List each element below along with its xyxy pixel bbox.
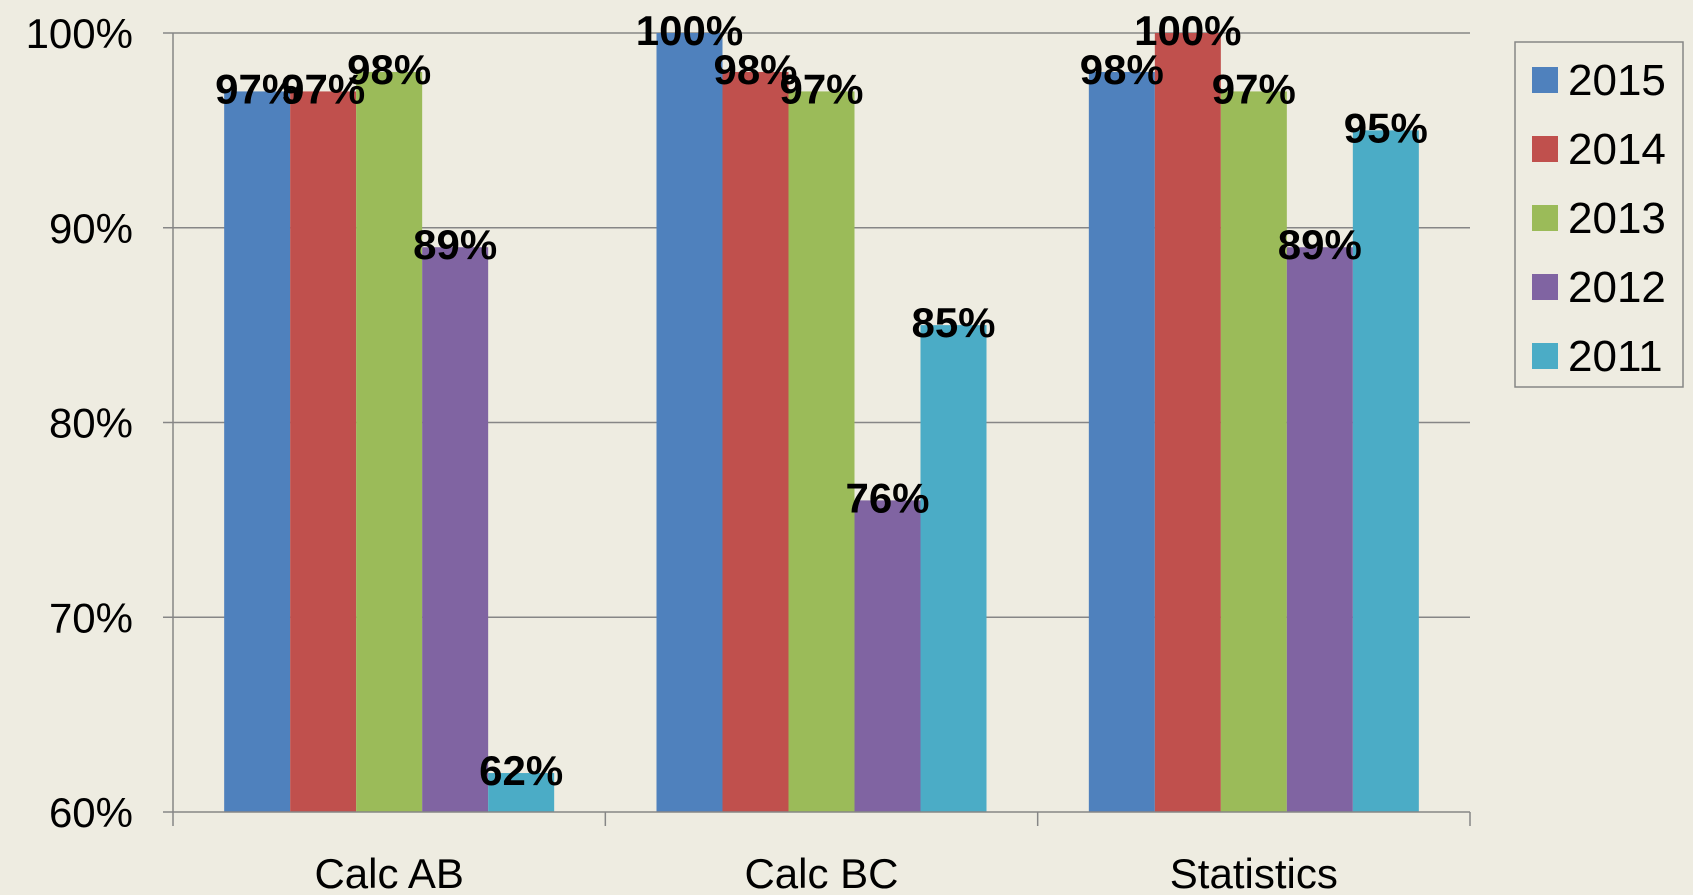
bar-2011-1 (920, 325, 987, 812)
bar-2012-0 (422, 247, 489, 813)
legend: 2015 2014 2013 2012 2011 (1514, 41, 1684, 388)
legend-label: 2011 (1568, 332, 1663, 381)
data-label: 89% (1278, 221, 1362, 268)
bar-2012-1 (854, 500, 921, 812)
data-label: 97% (779, 65, 863, 112)
y-tick-label: 100% (26, 10, 133, 57)
data-label: 85% (911, 299, 995, 346)
legend-swatch (1532, 67, 1558, 93)
data-label: 98% (347, 46, 431, 93)
y-tick-label: 80% (49, 400, 133, 447)
legend-box (1514, 41, 1684, 388)
bars (224, 33, 1419, 813)
y-axis-ticks: 60% 70% 80% 90% 100% (26, 10, 173, 836)
legend-label: 2012 (1568, 263, 1666, 312)
bar-2013-1 (788, 91, 855, 813)
data-label: 89% (413, 221, 497, 268)
y-tick-label: 60% (49, 789, 133, 836)
x-category-label: Statistics (1170, 850, 1338, 895)
bar-2013-2 (1220, 91, 1287, 813)
data-label: 95% (1344, 104, 1428, 151)
data-label: 100% (1134, 7, 1241, 54)
data-label: 97% (215, 65, 299, 112)
x-category-label: Calc AB (314, 850, 463, 895)
data-label: 62% (479, 747, 563, 794)
data-labels: 97%100%98%97% 98%100%98% 97% 97%89%76%89%62… (215, 7, 1428, 794)
legend-swatch (1532, 136, 1558, 162)
bar-2015-1 (656, 33, 723, 812)
bar-2013-0 (356, 71, 423, 812)
data-label: 97% (281, 65, 365, 112)
legend-label: 2015 (1568, 56, 1666, 105)
x-category-label: Calc BC (744, 850, 898, 895)
data-label: 98% (713, 46, 797, 93)
data-label: 98% (1080, 46, 1164, 93)
legend-swatch (1532, 343, 1558, 369)
legend-label: 2013 (1568, 194, 1666, 243)
bar-2011-0 (488, 773, 555, 812)
y-tick-label: 70% (49, 594, 133, 641)
bar-2015-0 (224, 91, 291, 813)
y-tick-label: 90% (49, 205, 133, 252)
data-label: 76% (845, 474, 929, 521)
legend-swatch (1532, 274, 1558, 300)
bar-2014-1 (722, 71, 789, 812)
bar-2011-2 (1352, 130, 1419, 812)
bar-2014-0 (290, 91, 357, 813)
x-axis-categories: Calc AB Calc BC Statistics (314, 850, 1337, 895)
legend-swatch (1532, 205, 1558, 231)
bar-2012-2 (1286, 247, 1353, 813)
data-label: 100% (636, 7, 743, 54)
data-label: 97% (1212, 65, 1296, 112)
bar-2015-2 (1088, 71, 1155, 812)
bar-2014-2 (1154, 33, 1221, 812)
legend-label: 2014 (1568, 125, 1666, 174)
